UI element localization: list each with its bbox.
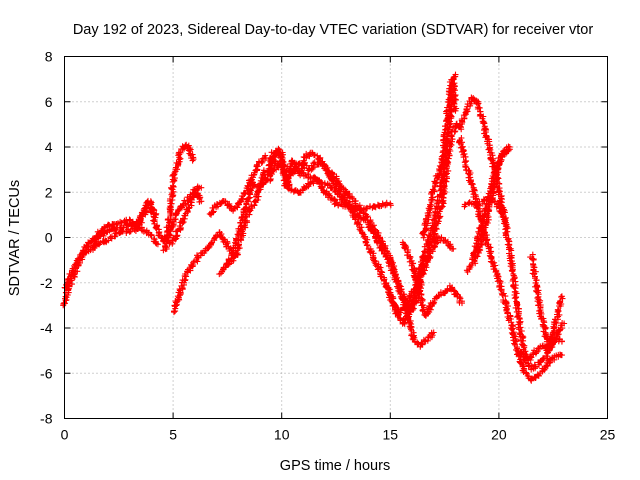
y-tick-label: -6 [40, 365, 53, 381]
chart: Day 192 of 2023, Sidereal Day-to-day VTE… [0, 0, 640, 480]
x-tick-label: 5 [169, 427, 177, 443]
x-tick-label: 25 [600, 427, 616, 443]
y-tick-label: 8 [45, 49, 53, 65]
series-markers [171, 229, 237, 315]
series-markers [62, 224, 161, 291]
y-tick-label: 6 [45, 94, 53, 110]
y-axis-label: SDTVAR / TECUs [7, 180, 23, 296]
series-arc-3 [171, 229, 237, 315]
series-markers [265, 95, 565, 364]
x-tick-label: 0 [61, 427, 69, 443]
y-tick-label: 2 [45, 184, 53, 200]
data-markers [60, 72, 567, 384]
series-arc-2 [62, 224, 161, 291]
x-tick-label: 10 [274, 427, 290, 443]
y-tick-label: 0 [45, 230, 53, 246]
y-tick-label: 4 [45, 139, 53, 155]
x-tick-label: 15 [383, 427, 399, 443]
axis-ticks: 0 5 10 15 20 25 -8 -6 -4 -2 0 2 4 6 8 [40, 49, 615, 443]
x-tick-label: 20 [491, 427, 507, 443]
y-tick-label: -8 [40, 411, 53, 427]
y-tick-label: -4 [40, 320, 53, 336]
x-axis-label: GPS time / hours [280, 458, 390, 474]
y-tick-label: -2 [40, 275, 53, 291]
series-arc-9 [265, 95, 565, 364]
chart-title: Day 192 of 2023, Sidereal Day-to-day VTE… [73, 22, 593, 38]
